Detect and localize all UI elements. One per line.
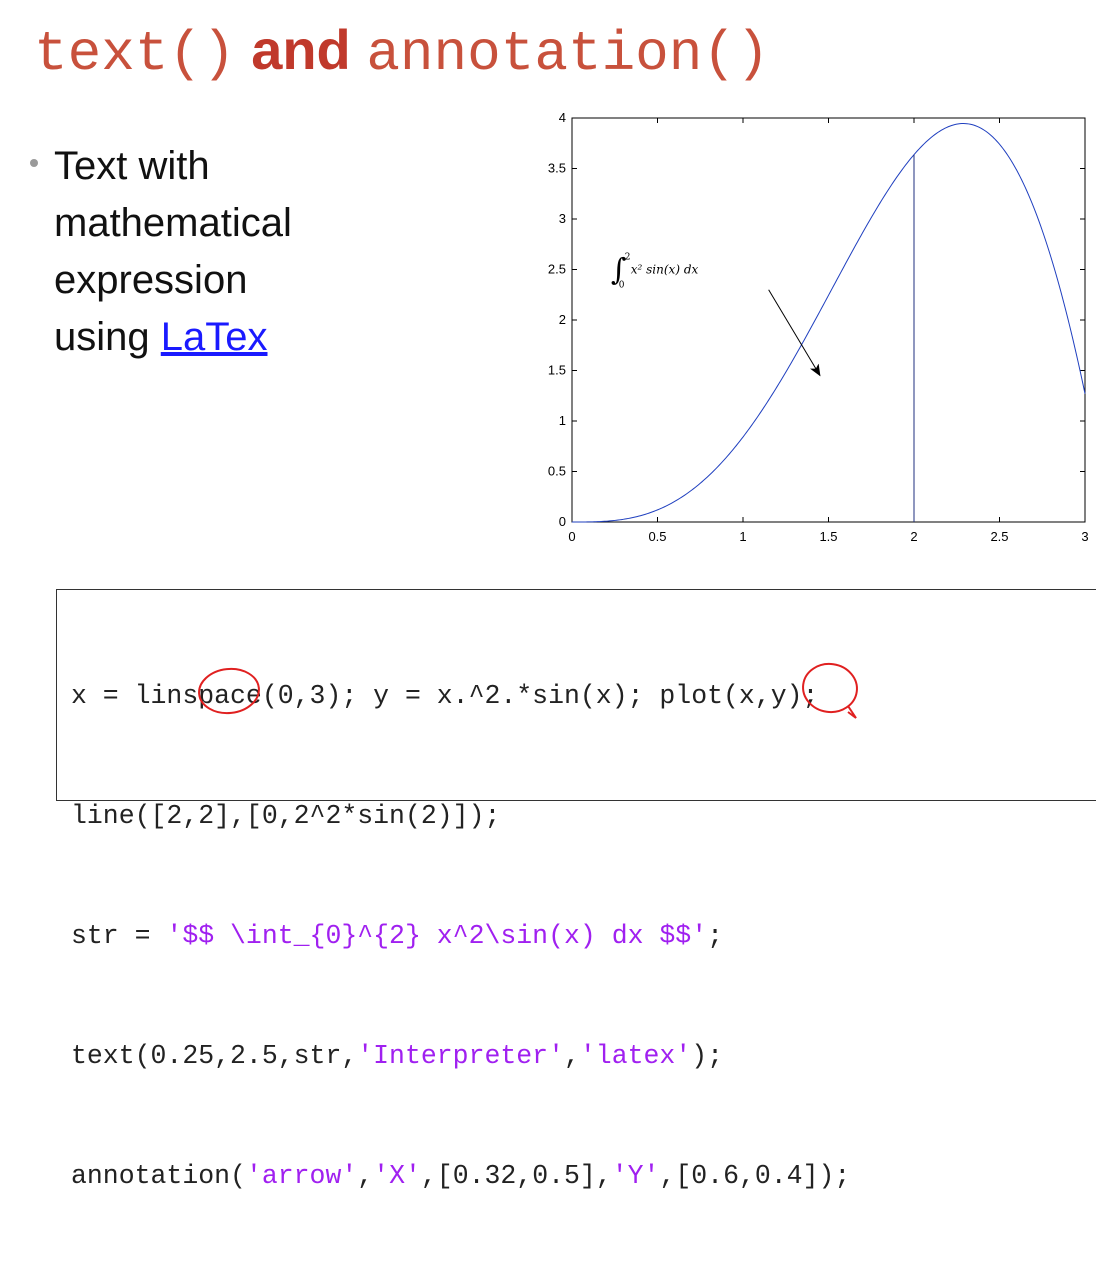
- code-line-5-b: ,[0.32,0.5],: [420, 1161, 612, 1191]
- integral-lower-limit: 0: [619, 281, 625, 291]
- x-tick-label: 2.5: [990, 529, 1008, 544]
- x-tick-label: 3: [1081, 529, 1088, 544]
- code-line-1: x = linspace(0,3); y = x.^2.*sin(x); plo…: [71, 681, 819, 711]
- code-line-5-a: ,: [357, 1161, 374, 1191]
- code-line-4: text(0.25,2.5,str,'Interpreter','latex')…: [71, 1036, 850, 1076]
- code-line-5-pre: annotation(: [71, 1161, 246, 1191]
- annotation-latex-text: x² sin(x) dx: [631, 263, 699, 277]
- code-line-3: str = '$$ \int_{0}^{2} x^2\sin(x) dx $$'…: [71, 916, 850, 956]
- y-tick-label: 0: [559, 514, 566, 529]
- code-line-2: line([2,2],[0,2^2*sin(2)]);: [71, 801, 501, 831]
- y-tick-label: 3.5: [548, 161, 566, 176]
- plot-axes-box: [571, 117, 1086, 523]
- y-tick-label: 1.5: [548, 363, 566, 378]
- code-line-4-string-1: 'Interpreter': [357, 1041, 564, 1071]
- y-tick-label: 1: [559, 413, 566, 428]
- code-line-3-string: '$$ \int_{0}^{2} x^2\sin(x) dx $$': [166, 921, 708, 951]
- series-line-x2sinx: [572, 123, 1086, 523]
- integral-sign: ∫: [611, 253, 627, 288]
- bullet-line-4-prefix: using: [54, 315, 161, 359]
- x-tick-label: 1: [739, 529, 746, 544]
- code-block: x = linspace(0,3); y = x.^2.*sin(x); plo…: [56, 589, 1096, 1191]
- code-line-4-string-2: 'latex': [579, 1041, 692, 1071]
- y-tick-label: 2.5: [548, 262, 566, 277]
- code-line-4-mid: ,: [563, 1041, 580, 1071]
- bullet-point: Text with mathematical expression using …: [30, 138, 370, 366]
- code-line-5-string-3: 'Y': [611, 1161, 660, 1191]
- y-tick-label: 3: [559, 211, 566, 226]
- code-line-5: annotation('arrow','X',[0.32,0.5],'Y',[0…: [71, 1156, 850, 1196]
- code-line-5-string-2: 'X': [373, 1161, 421, 1191]
- code-line-5-string-1: 'arrow': [245, 1161, 358, 1191]
- slide-title: text() and annotation(): [34, 14, 770, 90]
- y-tick-label: 4: [559, 110, 566, 125]
- code-line-4-pre: text(0.25,2.5,str,: [71, 1041, 358, 1071]
- annotation-arrow: [768, 289, 821, 377]
- code-line-5-c: ,[0.6,0.4]);: [659, 1161, 851, 1191]
- y-tick-label: 0.5: [548, 464, 566, 479]
- bullet-line-3: expression: [54, 258, 248, 302]
- x-tick-label: 0.5: [648, 529, 666, 544]
- bullet-line-4: using LaTex: [54, 309, 292, 366]
- title-and: and: [251, 18, 351, 81]
- x-tick-label: 0: [568, 529, 575, 544]
- bullet-dot-icon: [30, 159, 38, 167]
- bullet-line-1: Text with: [54, 144, 210, 188]
- title-annotation-func: annotation(): [366, 22, 770, 86]
- y-tick-label: 2: [559, 312, 566, 327]
- code-line-3-post: ;: [707, 921, 724, 951]
- code-line-4-post: );: [691, 1041, 724, 1071]
- latex-link[interactable]: LaTex: [160, 315, 268, 359]
- code-line-3-pre: str =: [71, 921, 167, 951]
- title-text-func: text(): [34, 22, 236, 86]
- code-text: x = linspace(0,3); y = x.^2.*sin(x); plo…: [71, 596, 850, 1276]
- x-tick-label: 1.5: [819, 529, 837, 544]
- integral-upper-limit: 2: [625, 253, 631, 263]
- bullet-text: Text with mathematical expression using …: [54, 138, 292, 366]
- x-tick-label: 2: [910, 529, 917, 544]
- bullet-line-2: mathematical: [54, 201, 292, 245]
